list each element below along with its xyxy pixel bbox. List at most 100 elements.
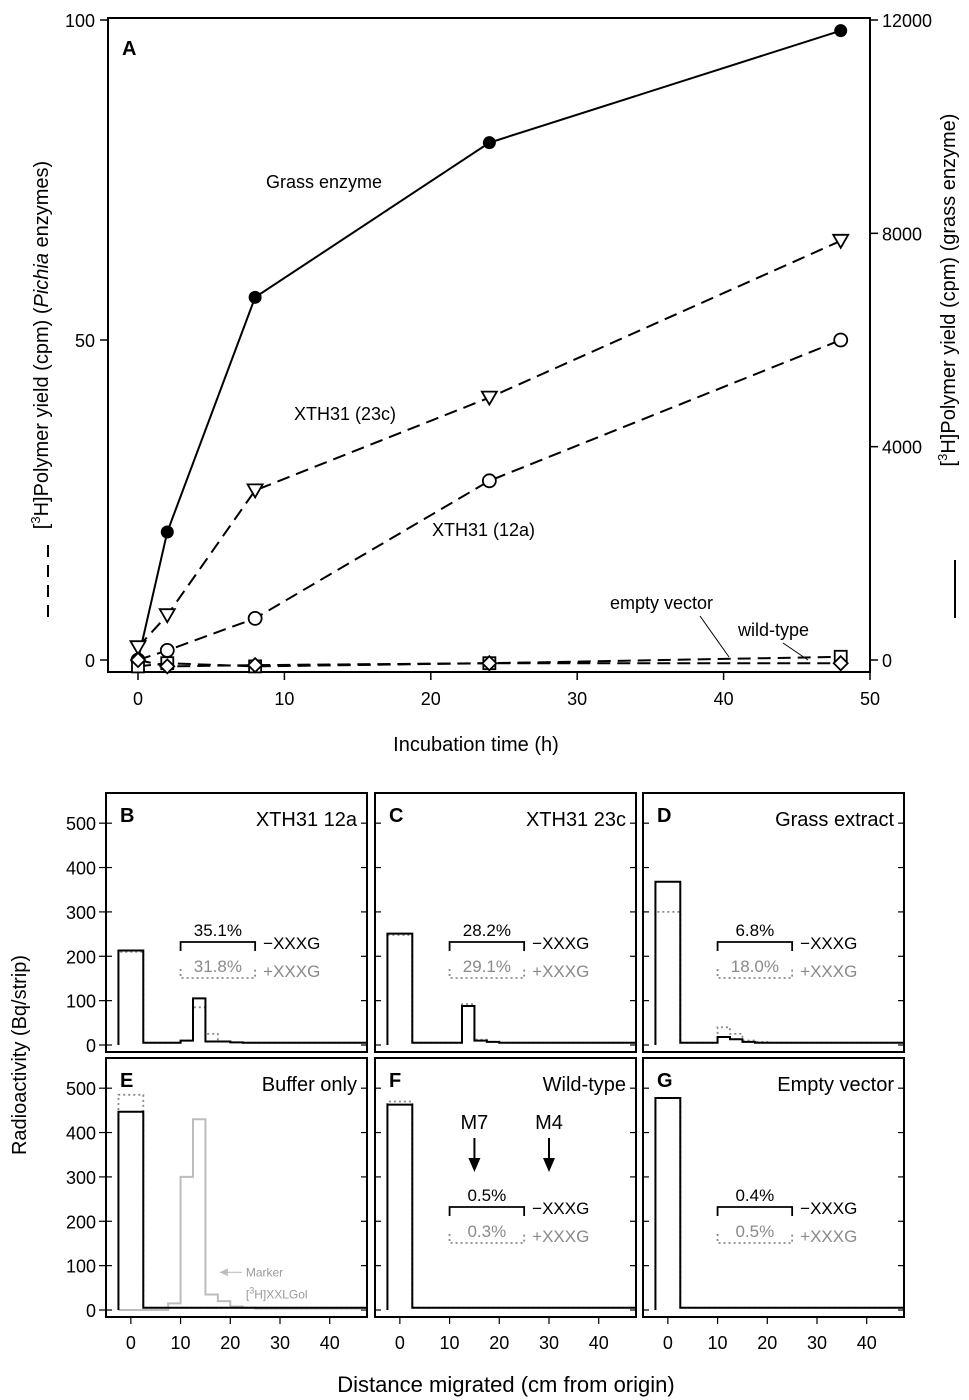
bracket-plus-xxxg — [448, 969, 526, 979]
x-tick-label: 40 — [320, 1333, 340, 1353]
data-point-xth31-23c- — [831, 233, 850, 250]
label-empty-vector: empty vector — [610, 593, 713, 613]
bracket-minus-xxxg — [179, 941, 257, 951]
histogram-minus-xxxg — [386, 932, 637, 1045]
right-y-tick-label: 4000 — [882, 438, 922, 458]
x-tick-label: 20 — [757, 1333, 777, 1353]
histogram-plus-xxxg — [386, 1100, 637, 1310]
panel-a-x-axis-label: Incubation time (h) — [393, 734, 559, 756]
bracket-plus-xxxg — [179, 969, 257, 979]
leader-empty-vector — [699, 615, 730, 658]
data-point-grass-enzyme — [834, 24, 848, 38]
marker-label-compound: [3H]XXLGol — [246, 1285, 308, 1301]
percent-minus-xxxg: 35.1% — [194, 921, 242, 940]
marker-label: Marker — [246, 1265, 283, 1279]
x-tick-label: 10 — [274, 689, 294, 709]
percent-plus-xxxg: 18.0% — [731, 957, 779, 976]
data-point-grass-enzyme — [248, 290, 262, 304]
x-tick-label: 10 — [440, 1333, 460, 1353]
data-point-xth31-12a- — [247, 611, 263, 626]
label-plus-xxxg: +XXXG — [800, 962, 857, 981]
x-tick-label: 40 — [589, 1333, 609, 1353]
data-point-xth31-23c- — [158, 608, 177, 625]
y-tick-label: 0 — [86, 1036, 96, 1056]
data-point-xth31-12a- — [159, 643, 175, 658]
y-tick-label: 300 — [66, 1168, 96, 1188]
data-point-xth31-23c- — [246, 483, 265, 500]
y-tick-label: 400 — [66, 859, 96, 879]
histogram-plus-xxxg — [386, 934, 637, 1045]
histogram-panel-e: 0 100 200 300 400 500 0 10 20 30 40 E Buffer only Mar… — [66, 1057, 368, 1353]
bracket-minus-xxxg — [716, 941, 794, 951]
label-plus-xxxg: +XXXG — [532, 962, 589, 981]
panel-letter: E — [120, 1070, 133, 1092]
y-tick-label: 400 — [66, 1124, 96, 1144]
panel-letter: G — [657, 1070, 673, 1092]
marker-series-line — [118, 1118, 368, 1311]
bracket-minus-xxxg — [448, 1206, 526, 1216]
x-tick-label: 20 — [220, 1333, 240, 1353]
percent-plus-xxxg: 29.1% — [463, 957, 511, 976]
label-minus-xxxg: −XXXG — [800, 1199, 857, 1218]
panel-title: Buffer only — [262, 1074, 357, 1096]
y-tick-label: 100 — [66, 1257, 96, 1277]
panel-frame — [374, 1057, 637, 1318]
histogram-minus-xxxg — [117, 949, 368, 1045]
x-tick-label: 40 — [857, 1333, 877, 1353]
leader-wild-type — [782, 642, 809, 661]
arrow-label-m4: M4 — [535, 1112, 563, 1134]
percent-plus-xxxg: 0.5% — [735, 1222, 774, 1241]
bracket-minus-xxxg — [448, 941, 526, 951]
x-tick-label: 0 — [395, 1333, 405, 1353]
bracket-minus-xxxg — [716, 1206, 794, 1216]
panel-letter: F — [389, 1070, 401, 1092]
data-point-xth31-23c- — [128, 640, 148, 657]
bracket-plus-xxxg — [716, 1234, 794, 1244]
label-minus-xxxg: −XXXG — [532, 1199, 589, 1218]
series-line-xth31-23c- — [137, 239, 842, 648]
x-tick-label: 10 — [708, 1333, 728, 1353]
y-tick-label: 200 — [66, 947, 96, 967]
panel-title: Wild-type — [543, 1074, 626, 1096]
left-y-tick-label: 0 — [85, 651, 95, 671]
percent-minus-xxxg: 28.2% — [463, 921, 511, 940]
histogram-plus-xxxg — [117, 950, 368, 1045]
right-y-tick-label: 12000 — [882, 11, 932, 31]
bracket-plus-xxxg — [448, 1234, 526, 1244]
data-point-wild-type — [481, 654, 498, 672]
x-tick-label: 30 — [807, 1333, 827, 1353]
arrow-head — [468, 1158, 481, 1172]
bracket-plus-xxxg — [716, 969, 794, 979]
right-y-tick-label: 8000 — [882, 224, 922, 244]
panel-title: Grass extract — [775, 809, 894, 831]
histogram-minus-xxxg — [117, 1110, 368, 1310]
data-point-wild-type — [246, 656, 264, 674]
x-tick-label: 30 — [270, 1333, 290, 1353]
x-tick-label: 0 — [133, 689, 143, 709]
label-minus-xxxg: −XXXG — [532, 934, 589, 953]
histogram-panel-g: 0 10 20 30 40 G Empty vector 0.4% 0.5% −XXXG +XXXG — [642, 1057, 905, 1353]
label-grass-enzyme: Grass enzyme — [266, 172, 382, 192]
panel-frame — [642, 792, 905, 1053]
histogram-y-axis-label: Radioactivity (Bq/strip) — [9, 955, 31, 1155]
left-y-tick-label: 50 — [75, 331, 95, 351]
panel-frame — [105, 1057, 368, 1318]
panel-a-right-axis-label: [3H]Polymer yield (cpm) (grass enzyme) — [935, 114, 960, 467]
y-tick-label: 500 — [66, 1079, 96, 1099]
left-y-tick-label: 100 — [65, 11, 95, 31]
y-tick-label: 300 — [66, 903, 96, 923]
series-line-xth31-12a- — [137, 339, 842, 661]
histogram-minus-xxxg — [386, 1103, 637, 1310]
histogram-x-axis-label: Distance migrated (cm from origin) — [337, 1372, 674, 1397]
data-point-wild-type — [129, 651, 147, 669]
series-line-grass-enzyme — [137, 29, 842, 661]
data-point-wild-type — [159, 658, 176, 675]
percent-plus-xxxg: 31.8% — [194, 957, 242, 976]
panel-frame — [642, 1057, 905, 1318]
x-tick-label: 30 — [539, 1333, 559, 1353]
panel-letter: C — [389, 805, 403, 827]
panel-a-letter: A — [122, 38, 136, 60]
y-tick-label: 500 — [66, 814, 96, 834]
